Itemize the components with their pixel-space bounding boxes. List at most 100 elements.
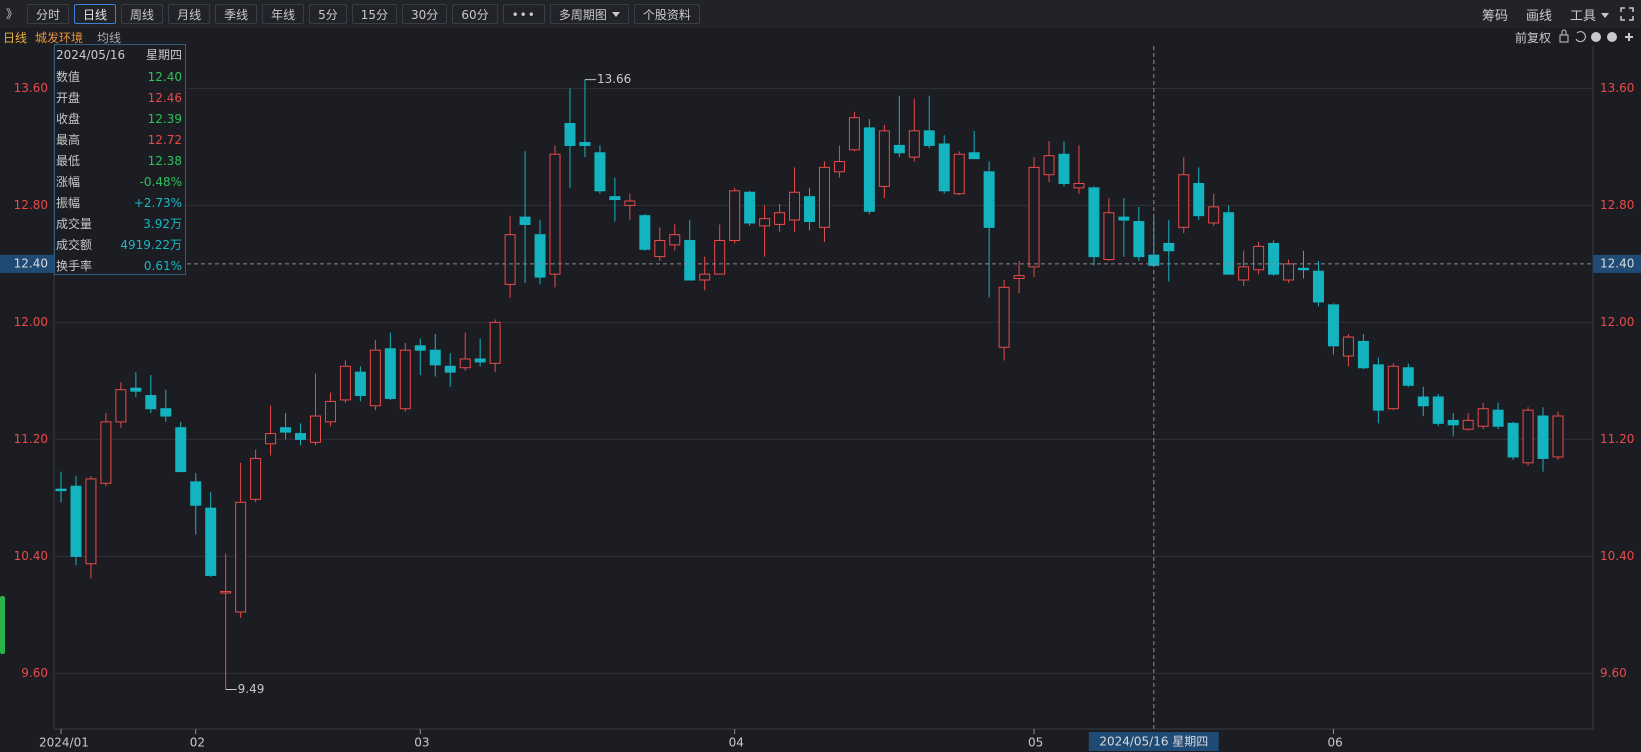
candle-body (983, 171, 995, 228)
candle-body (878, 130, 890, 187)
candle-body (833, 161, 845, 173)
toolbar-button[interactable]: 周线 (121, 4, 164, 24)
candle-body (1028, 166, 1040, 268)
info-row: 最高 12.72 (55, 130, 185, 151)
crosshair-y2-box (1593, 254, 1641, 273)
y2-tick-label: 13.60 (1600, 81, 1634, 95)
toolbar-button[interactable]: 个股资料 (633, 4, 700, 24)
crosshair-x-label: 2024/05/16 星期四 (1099, 735, 1208, 749)
candle-body (699, 273, 711, 281)
toolbar-button[interactable]: 30分 (402, 4, 448, 24)
candle-body (280, 427, 292, 433)
zoom-in-icon[interactable] (1591, 32, 1601, 42)
crosshair-y2-label: 12.40 (1600, 256, 1634, 270)
max-label: 13.66 (597, 72, 631, 86)
candle-body (714, 240, 726, 275)
toolbar-button[interactable]: 筹码 (1481, 8, 1508, 24)
candle-body (863, 127, 875, 212)
x-tick-label: 05 (1028, 736, 1043, 750)
candle-body (789, 191, 801, 221)
candle-body (818, 166, 830, 228)
candle-body (429, 349, 441, 366)
candle-body (624, 200, 636, 206)
candle-body (998, 286, 1010, 348)
toolbar-button[interactable]: 年线 (262, 4, 305, 24)
candle-body (1268, 242, 1280, 275)
candle-body (804, 196, 815, 223)
info-row: 数值 12.40 (55, 67, 185, 88)
candle-body (1283, 263, 1295, 281)
candle-body (579, 142, 591, 146)
info-row: 收盘 12.39 (55, 109, 185, 130)
lock-icon[interactable] (1559, 34, 1569, 43)
toolbar-button[interactable]: 日线 (74, 4, 117, 24)
more-button[interactable]: ••• (502, 4, 545, 24)
toolbar-button[interactable]: 工具 (1570, 5, 1609, 24)
toolbar-button[interactable]: 分时 (27, 4, 70, 24)
candle-body (1432, 396, 1444, 424)
info-value: 4919.22万 (120, 238, 182, 252)
candle-body (369, 349, 381, 407)
candle-body (1148, 254, 1160, 266)
candle-body (1492, 409, 1504, 427)
y-tick-label: 13.60 (14, 81, 48, 95)
candle-body (130, 387, 142, 392)
more-icon[interactable] (1625, 33, 1633, 41)
candle-body (1537, 415, 1549, 459)
info-weekday: 星期四 (145, 48, 182, 62)
candle-body (549, 153, 561, 275)
toolbar-button[interactable]: 15分 (351, 4, 398, 24)
stock-name[interactable]: 城发环境 (35, 31, 84, 45)
candle-body (1507, 422, 1519, 458)
x-tick-label: 2024/01 (39, 736, 89, 750)
info-value: 12.72 (147, 133, 182, 147)
crosshair-x-box (1088, 732, 1219, 751)
candle-body (1118, 216, 1130, 221)
toolbar: 》分时 日线 周线 月线 季线 年线 5分 15分 30分 60分 ••• 多周期图 个股资料 筹码 画线 工… (0, 0, 1641, 28)
candle-body (1238, 266, 1250, 281)
candle-body (1312, 270, 1324, 303)
toolbar-button[interactable]: 多周期图 (549, 4, 629, 24)
candle-body (1043, 155, 1055, 176)
fullscreen-icon[interactable] (1619, 6, 1635, 22)
candle-body (1253, 245, 1265, 271)
toolbar-button[interactable]: 5分 (309, 4, 347, 24)
min-label: 9.49 (238, 682, 265, 696)
undo-icon[interactable] (1575, 31, 1586, 43)
candle-body (1223, 212, 1235, 275)
toolbar-button[interactable]: 月线 (168, 4, 211, 24)
info-date-row: 2024/05/16 星期四 (55, 45, 185, 66)
toolbar-button[interactable]: 》 (6, 7, 19, 21)
info-box: 2024/05/16 星期四 数值 12.40 开盘 12.46 收盘 12.39 最高 12… (54, 44, 186, 275)
info-row: 涨幅 -0.48% (55, 172, 185, 193)
adjust[interactable]: 前复权 (1514, 31, 1551, 45)
toolbar-button[interactable]: 季线 (215, 4, 258, 24)
toolbar-button[interactable]: 60分 (452, 4, 498, 24)
toolbar-button[interactable]: 画线 (1525, 8, 1552, 24)
y-tick-label: 12.00 (14, 315, 48, 329)
info-row: 换手率 0.61% (55, 256, 185, 277)
zoom-out-icon[interactable] (1607, 32, 1617, 42)
info-label: 成交量 (56, 217, 93, 231)
y2-tick-label: 12.80 (1600, 198, 1634, 212)
info-value: 0.61% (143, 259, 182, 273)
candle-body (684, 240, 696, 281)
fullscreen-glyph (1620, 7, 1634, 21)
candle-body (1058, 153, 1070, 184)
candle-body (250, 457, 262, 500)
info-label: 换手率 (56, 259, 93, 273)
candle-body (115, 389, 127, 423)
info-row: 开盘 12.46 (55, 88, 185, 109)
x-tick-label: 04 (729, 736, 744, 750)
candle-body (1522, 409, 1534, 464)
indicator[interactable]: 均线 (97, 31, 122, 45)
info-row: 成交额 4919.22万 (55, 235, 185, 256)
info-label: 收盘 (56, 112, 81, 126)
candle-body (729, 190, 741, 242)
candle-body (923, 130, 935, 146)
candle-body (145, 395, 157, 410)
candle-body (295, 433, 307, 440)
candle-body (399, 349, 411, 410)
